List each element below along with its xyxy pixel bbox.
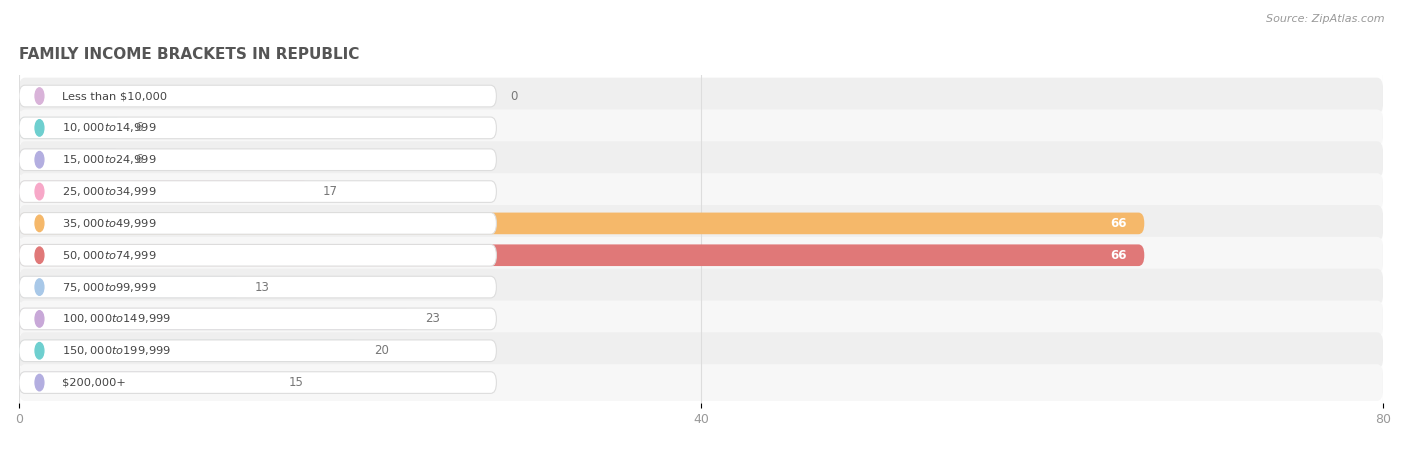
Text: $25,000 to $34,999: $25,000 to $34,999 (62, 185, 156, 198)
FancyBboxPatch shape (20, 301, 1384, 338)
Text: $50,000 to $74,999: $50,000 to $74,999 (62, 249, 156, 262)
FancyBboxPatch shape (20, 117, 496, 139)
FancyBboxPatch shape (20, 340, 360, 361)
FancyBboxPatch shape (20, 372, 496, 393)
FancyBboxPatch shape (20, 269, 1384, 306)
FancyBboxPatch shape (20, 364, 1384, 401)
FancyBboxPatch shape (20, 340, 496, 361)
Text: 66: 66 (1111, 249, 1128, 262)
FancyBboxPatch shape (20, 212, 1144, 234)
Text: Source: ZipAtlas.com: Source: ZipAtlas.com (1267, 14, 1385, 23)
FancyBboxPatch shape (20, 372, 274, 393)
FancyBboxPatch shape (20, 276, 496, 298)
FancyBboxPatch shape (20, 149, 496, 171)
Text: 0: 0 (510, 90, 517, 103)
Text: 66: 66 (1111, 217, 1128, 230)
Text: $10,000 to $14,999: $10,000 to $14,999 (62, 122, 156, 135)
Text: $75,000 to $99,999: $75,000 to $99,999 (62, 280, 156, 293)
Text: FAMILY INCOME BRACKETS IN REPUBLIC: FAMILY INCOME BRACKETS IN REPUBLIC (20, 47, 360, 62)
Circle shape (35, 183, 44, 200)
Text: 6: 6 (135, 122, 142, 135)
FancyBboxPatch shape (20, 205, 1384, 242)
Circle shape (35, 247, 44, 263)
Text: 13: 13 (254, 280, 269, 293)
FancyBboxPatch shape (20, 117, 121, 139)
Text: 15: 15 (288, 376, 304, 389)
Circle shape (35, 152, 44, 168)
Text: 6: 6 (135, 153, 142, 166)
Text: 20: 20 (374, 344, 388, 357)
FancyBboxPatch shape (20, 141, 1384, 178)
FancyBboxPatch shape (20, 85, 496, 107)
FancyBboxPatch shape (20, 109, 1384, 146)
FancyBboxPatch shape (20, 78, 1384, 114)
Circle shape (35, 120, 44, 136)
Text: $200,000+: $200,000+ (62, 378, 125, 387)
FancyBboxPatch shape (20, 181, 309, 202)
FancyBboxPatch shape (20, 244, 496, 266)
Text: 23: 23 (425, 312, 440, 325)
Text: $35,000 to $49,999: $35,000 to $49,999 (62, 217, 156, 230)
Circle shape (35, 374, 44, 391)
FancyBboxPatch shape (20, 308, 411, 330)
Circle shape (35, 88, 44, 104)
FancyBboxPatch shape (20, 173, 1384, 210)
Text: $150,000 to $199,999: $150,000 to $199,999 (62, 344, 170, 357)
Circle shape (35, 310, 44, 327)
FancyBboxPatch shape (20, 212, 496, 234)
Circle shape (35, 215, 44, 232)
Circle shape (35, 279, 44, 295)
FancyBboxPatch shape (20, 333, 1384, 369)
FancyBboxPatch shape (20, 149, 121, 171)
FancyBboxPatch shape (20, 276, 240, 298)
FancyBboxPatch shape (20, 244, 1144, 266)
FancyBboxPatch shape (20, 308, 496, 330)
FancyBboxPatch shape (20, 237, 1384, 274)
Circle shape (35, 342, 44, 359)
Text: $100,000 to $149,999: $100,000 to $149,999 (62, 312, 170, 325)
Text: $15,000 to $24,999: $15,000 to $24,999 (62, 153, 156, 166)
Text: Less than $10,000: Less than $10,000 (62, 91, 167, 101)
FancyBboxPatch shape (20, 181, 496, 202)
Text: 17: 17 (322, 185, 337, 198)
